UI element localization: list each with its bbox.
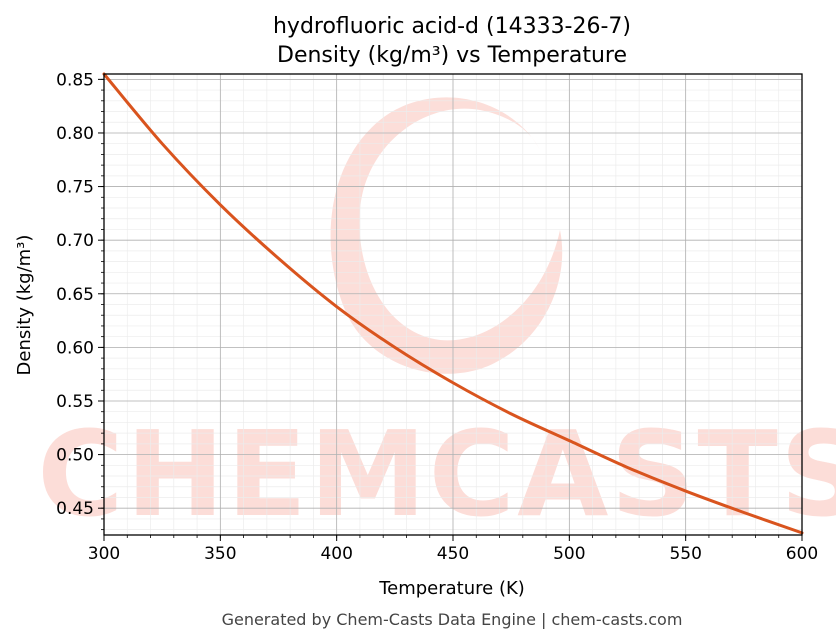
y-tick-label: 0.80 [56,124,94,144]
footer-credit: Generated by Chem-Casts Data Engine | ch… [222,610,683,629]
x-axis-label: Temperature (K) [378,578,525,599]
chart-title: hydrofluoric acid-d (14333-26-7) [273,14,631,39]
x-tick-label: 500 [553,544,585,564]
x-tick-label: 600 [786,544,818,564]
y-tick-label: 0.50 [56,446,94,466]
y-axis-ticks: 0.45 0.50 0.55 0.60 0.65 0.70 0.75 0.80 0.85 [56,70,104,531]
x-axis-ticks: 300 350 400 450 500 550 600 [88,535,818,564]
x-tick-label: 400 [320,544,352,564]
x-tick-label: 450 [437,544,469,564]
chemcasts-watermark: CHEMCASTS [37,97,836,543]
y-tick-label: 0.45 [56,499,94,519]
y-tick-label: 0.85 [56,70,94,90]
density-series-line [102,72,804,535]
x-tick-label: 300 [88,544,120,564]
watermark-text: CHEMCASTS [37,405,836,543]
watermark-swirl [330,97,563,374]
chart-subtitle: Density (kg/m³) vs Temperature [277,43,627,68]
y-tick-label: 0.60 [56,338,94,358]
y-axis-label: Density (kg/m³) [14,235,35,376]
y-tick-label: 0.75 [56,178,94,198]
x-tick-label: 550 [669,544,701,564]
y-tick-label: 0.70 [56,231,94,251]
y-tick-label: 0.65 [56,285,94,305]
x-tick-label: 350 [204,544,236,564]
series-layer [102,72,804,535]
y-tick-label: 0.55 [56,392,94,412]
